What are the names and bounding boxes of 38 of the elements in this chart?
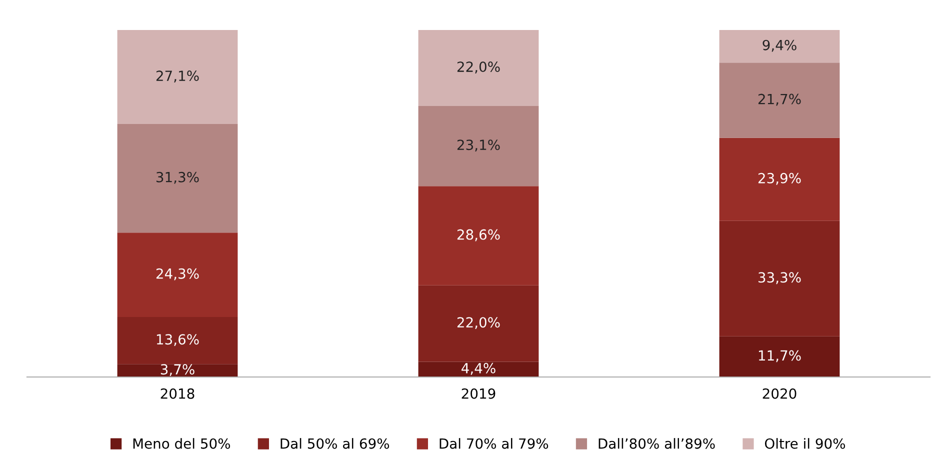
data-label: 23,1%: [457, 140, 500, 152]
bar: [418, 186, 539, 286]
data-label: 24,3%: [156, 268, 199, 280]
bar: [719, 336, 840, 377]
legend-label: Oltre il 90%: [764, 438, 846, 449]
legend-label: Dal 50% al 69%: [280, 438, 390, 449]
data-label: 27,1%: [156, 70, 199, 82]
bar: [117, 316, 238, 364]
bar: [719, 30, 840, 63]
data-label: 23,9%: [758, 172, 801, 185]
bar: [719, 62, 840, 138]
bar: [418, 30, 539, 106]
data-label: 22,0%: [457, 62, 500, 74]
bar: [418, 362, 539, 377]
x-tick-label: 2018: [160, 388, 194, 399]
data-label: 13,6%: [156, 334, 199, 346]
data-label: 4,4%: [462, 362, 496, 375]
bar: [719, 138, 840, 221]
bar: [117, 232, 238, 317]
data-label: 9,4%: [762, 40, 796, 52]
bar: [418, 106, 539, 186]
bar: [418, 285, 539, 362]
bar: [117, 30, 238, 124]
data-label: 33,3%: [758, 272, 801, 284]
legend-label: Dal 70% al 79%: [440, 438, 548, 449]
data-label: 21,7%: [758, 94, 801, 106]
x-tick-label: 2019: [462, 388, 496, 399]
bar: [117, 364, 238, 377]
legend-label: Dall’80% all’89%: [598, 438, 715, 449]
data-label: 28,6%: [457, 229, 500, 242]
legend-label: Meno del 50%: [133, 438, 230, 449]
data-label: 31,3%: [156, 172, 199, 184]
bar: [117, 124, 238, 233]
bar: [719, 220, 840, 336]
x-tick-label: 2020: [762, 388, 796, 399]
data-label: 22,0%: [457, 317, 500, 330]
data-label: 11,7%: [758, 350, 801, 362]
data-label: 3,7%: [160, 364, 194, 376]
